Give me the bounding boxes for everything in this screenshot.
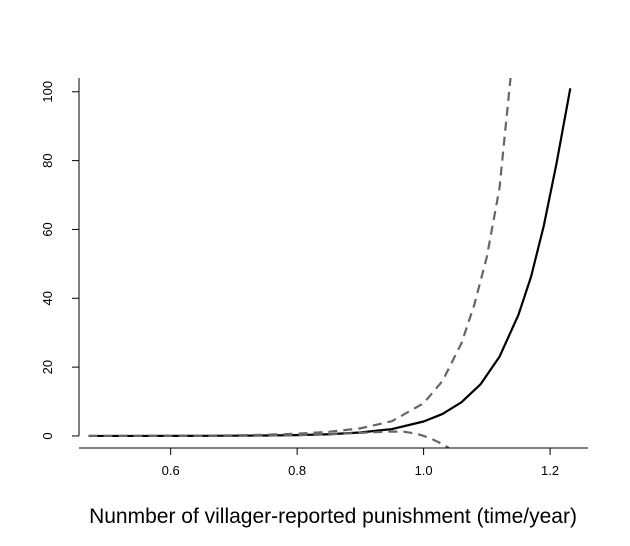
y-tick-label: 100 xyxy=(40,81,55,103)
y-tick-label: 0 xyxy=(40,432,55,439)
y-tick-label: 80 xyxy=(40,153,55,167)
y-tick-label: 60 xyxy=(40,222,55,236)
axes: 0 20 40 60 80 100 0.6 0.8 1.0 1.2 xyxy=(40,78,588,478)
x-tick-label: 0.6 xyxy=(162,463,180,478)
plot-lines xyxy=(88,78,572,448)
y-tick-label: 40 xyxy=(40,291,55,305)
series-line-3 xyxy=(88,430,450,448)
x-tick-label: 1.2 xyxy=(541,463,559,478)
series-line-1 xyxy=(88,88,572,438)
y-tick-label: 20 xyxy=(40,360,55,374)
series-line-2 xyxy=(88,78,512,438)
x-tick-label: 0.8 xyxy=(288,463,306,478)
x-tick-label: 1.0 xyxy=(415,463,433,478)
x-axis-title: Nunmber of villager-reported punishment … xyxy=(89,505,577,528)
